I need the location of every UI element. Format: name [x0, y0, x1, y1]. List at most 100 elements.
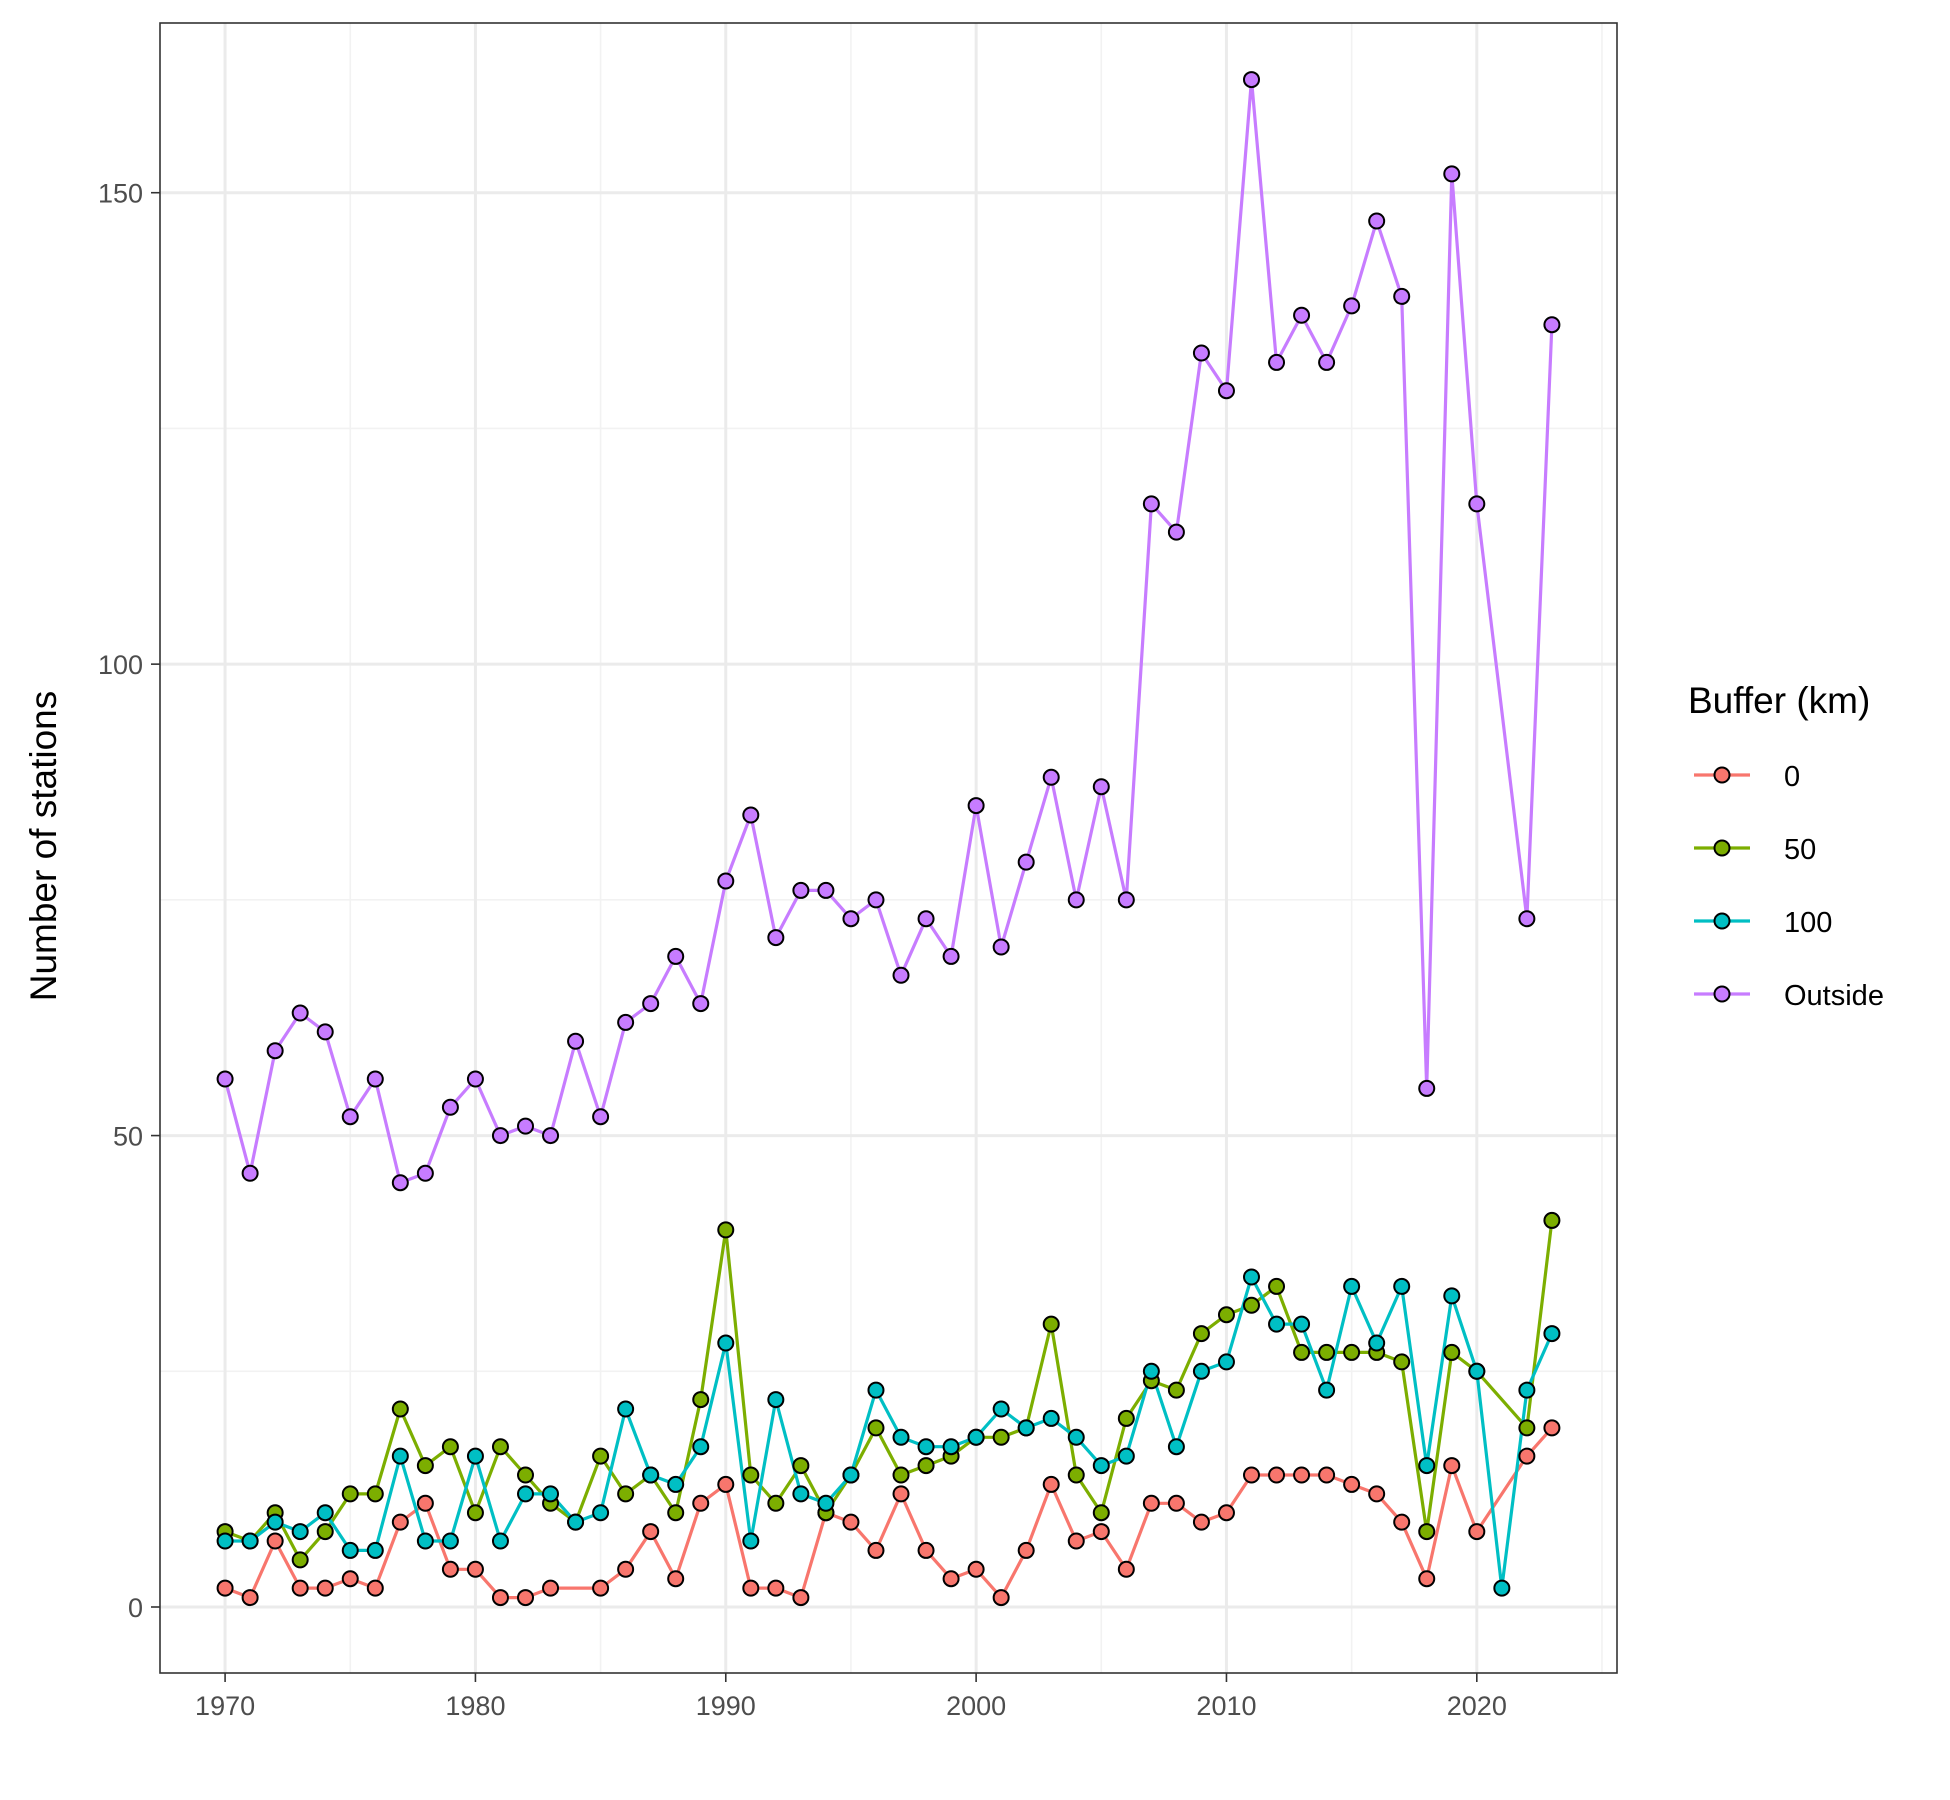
data-point-outside [1368, 212, 1386, 230]
data-point-50 [667, 1504, 685, 1522]
data-point-100 [517, 1485, 535, 1503]
data-point-0 [441, 1560, 459, 1578]
data-point-0 [291, 1579, 309, 1597]
data-point-0 [792, 1589, 810, 1607]
data-point-100 [241, 1532, 259, 1550]
data-point-50 [717, 1221, 735, 1239]
data-point-100 [692, 1438, 710, 1456]
data-point-outside [1092, 778, 1110, 796]
data-point-0 [1468, 1523, 1486, 1541]
data-point-50 [767, 1494, 785, 1512]
data-point-100 [642, 1466, 660, 1484]
data-point-50 [1167, 1381, 1185, 1399]
data-point-0 [667, 1570, 685, 1588]
data-point-50 [792, 1457, 810, 1475]
data-point-outside [967, 797, 985, 815]
data-point-0 [1343, 1475, 1361, 1493]
legend-label: 0 [1784, 761, 1800, 793]
data-point-100 [967, 1428, 985, 1446]
data-point-outside [391, 1174, 409, 1192]
data-point-outside [992, 938, 1010, 956]
data-point-50 [1242, 1296, 1260, 1314]
data-point-100 [416, 1532, 434, 1550]
legend-title: Buffer (km) [1688, 680, 1870, 721]
data-point-50 [341, 1485, 359, 1503]
data-point-outside [917, 910, 935, 928]
data-point-0 [742, 1579, 760, 1597]
legend-item-outside: Outside [1694, 980, 1884, 1012]
data-point-100 [867, 1381, 885, 1399]
data-point-50 [892, 1466, 910, 1484]
data-point-50 [742, 1466, 760, 1484]
data-point-50 [917, 1457, 935, 1475]
legend-label: 50 [1784, 834, 1816, 866]
data-point-outside [1167, 523, 1185, 541]
data-point-100 [341, 1541, 359, 1559]
data-point-0 [1393, 1513, 1411, 1531]
data-point-50 [1092, 1504, 1110, 1522]
data-point-50 [1318, 1343, 1336, 1361]
data-point-100 [466, 1447, 484, 1465]
y-axis-title: Number of stations [23, 691, 64, 1002]
data-point-outside [692, 995, 710, 1013]
grid-minor [160, 23, 1617, 1673]
data-point-0 [391, 1513, 409, 1531]
data-point-50 [867, 1419, 885, 1437]
data-point-100 [291, 1523, 309, 1541]
data-point-50 [1042, 1315, 1060, 1333]
data-point-outside [792, 881, 810, 899]
legend-items: 0 50 100 Outside [1694, 761, 1884, 1012]
data-point-100 [316, 1504, 334, 1522]
data-point-outside [1268, 353, 1286, 371]
data-point-50 [291, 1551, 309, 1569]
data-point-100 [1468, 1362, 1486, 1380]
data-point-100 [1368, 1334, 1386, 1352]
data-point-outside [1067, 891, 1085, 909]
x-tick-label: 2010 [1196, 1691, 1256, 1721]
data-point-outside [592, 1108, 610, 1126]
data-point-0 [767, 1579, 785, 1597]
data-point-outside [1042, 768, 1060, 786]
data-point-0 [1268, 1466, 1286, 1484]
data-point-0 [917, 1541, 935, 1559]
data-point-outside [341, 1108, 359, 1126]
legend-item-100: 100 [1694, 907, 1832, 939]
data-point-50 [692, 1391, 710, 1409]
legend-key-point [1713, 985, 1731, 1003]
data-point-100 [917, 1438, 935, 1456]
data-point-0 [1092, 1523, 1110, 1541]
data-point-50 [1543, 1211, 1561, 1229]
data-point-0 [942, 1570, 960, 1588]
legend-key-point [1713, 766, 1731, 784]
data-point-0 [1117, 1560, 1135, 1578]
data-point-100 [817, 1494, 835, 1512]
data-point-100 [1092, 1457, 1110, 1475]
data-point-outside [366, 1070, 384, 1088]
data-point-100 [667, 1475, 685, 1493]
data-point-50 [1268, 1277, 1286, 1295]
legend-label: Outside [1784, 980, 1884, 1012]
data-point-100 [1042, 1409, 1060, 1427]
data-point-0 [967, 1560, 985, 1578]
data-point-100 [1192, 1362, 1210, 1380]
data-point-outside [1142, 495, 1160, 513]
data-point-50 [466, 1504, 484, 1522]
data-point-outside [266, 1042, 284, 1060]
data-point-100 [1142, 1362, 1160, 1380]
plot-area [159, 22, 1618, 1674]
data-point-0 [842, 1513, 860, 1531]
data-point-outside [767, 929, 785, 947]
data-point-0 [491, 1589, 509, 1607]
data-point-outside [1318, 353, 1336, 371]
data-point-0 [517, 1589, 535, 1607]
data-point-50 [1443, 1343, 1461, 1361]
x-tick-label: 1970 [195, 1691, 255, 1721]
data-point-50 [1393, 1353, 1411, 1371]
data-point-100 [592, 1504, 610, 1522]
data-point-100 [216, 1532, 234, 1550]
data-point-outside [416, 1164, 434, 1182]
data-point-50 [617, 1485, 635, 1503]
data-point-100 [717, 1334, 735, 1352]
data-point-100 [1067, 1428, 1085, 1446]
